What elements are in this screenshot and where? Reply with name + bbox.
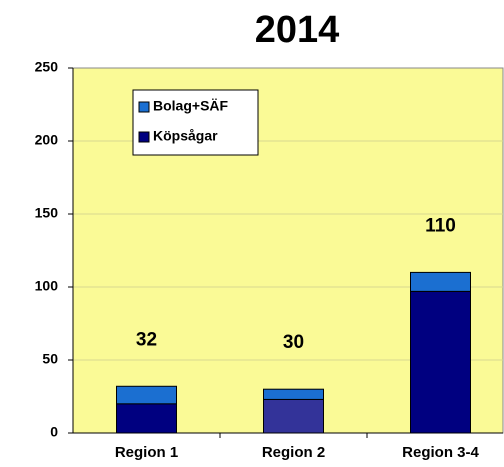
- bar-segment: [263, 398, 324, 434]
- legend-swatch: [138, 101, 150, 113]
- bar-segment: [116, 385, 177, 405]
- legend-swatch: [138, 131, 150, 143]
- chart-title: 2014: [255, 9, 340, 51]
- bar-segment: [410, 290, 471, 434]
- y-tick-label: 50: [42, 351, 58, 367]
- x-tick-label: Region 3-4: [402, 444, 479, 461]
- y-tick-label: 100: [35, 278, 59, 294]
- legend-box: [132, 89, 259, 156]
- total-label: 110: [425, 215, 456, 236]
- legend-label: Köpsågar: [153, 128, 218, 144]
- y-tick-label: 200: [35, 132, 59, 148]
- x-tick-label: Region 1: [115, 444, 178, 461]
- bar-segment: [263, 388, 324, 400]
- bar-segment: [116, 403, 177, 434]
- legend-label: Bolag+SÄF: [153, 98, 229, 114]
- x-tick-label: Region 2: [262, 444, 325, 461]
- y-tick-label: 0: [50, 424, 58, 440]
- total-label: 30: [283, 332, 304, 353]
- total-label: 32: [136, 329, 157, 350]
- y-tick-label: 150: [35, 205, 59, 221]
- legend: Bolag+SÄF Köpsågar: [132, 89, 259, 156]
- bar-segment: [410, 271, 471, 292]
- y-tick-label: 250: [35, 59, 59, 75]
